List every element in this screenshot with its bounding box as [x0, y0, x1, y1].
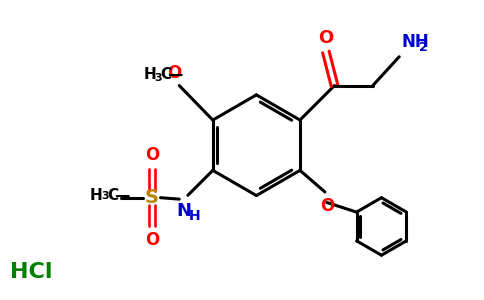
Text: 2: 2	[419, 41, 428, 54]
Text: —: —	[167, 67, 182, 82]
Text: HCl: HCl	[10, 262, 52, 282]
Text: H: H	[143, 67, 156, 82]
Text: C: C	[160, 67, 171, 82]
Text: O: O	[318, 29, 333, 47]
Text: —: —	[114, 188, 129, 203]
Text: 3: 3	[155, 73, 163, 83]
Text: 3: 3	[101, 191, 109, 201]
Text: NH: NH	[402, 33, 429, 51]
Text: C: C	[107, 188, 118, 203]
Text: O: O	[145, 146, 159, 164]
Text: H: H	[189, 209, 200, 223]
Text: H: H	[90, 188, 103, 203]
Text: N: N	[177, 202, 192, 220]
Text: O: O	[320, 197, 334, 215]
Text: S: S	[145, 188, 159, 207]
Text: O: O	[167, 64, 182, 82]
Text: O: O	[145, 231, 159, 249]
